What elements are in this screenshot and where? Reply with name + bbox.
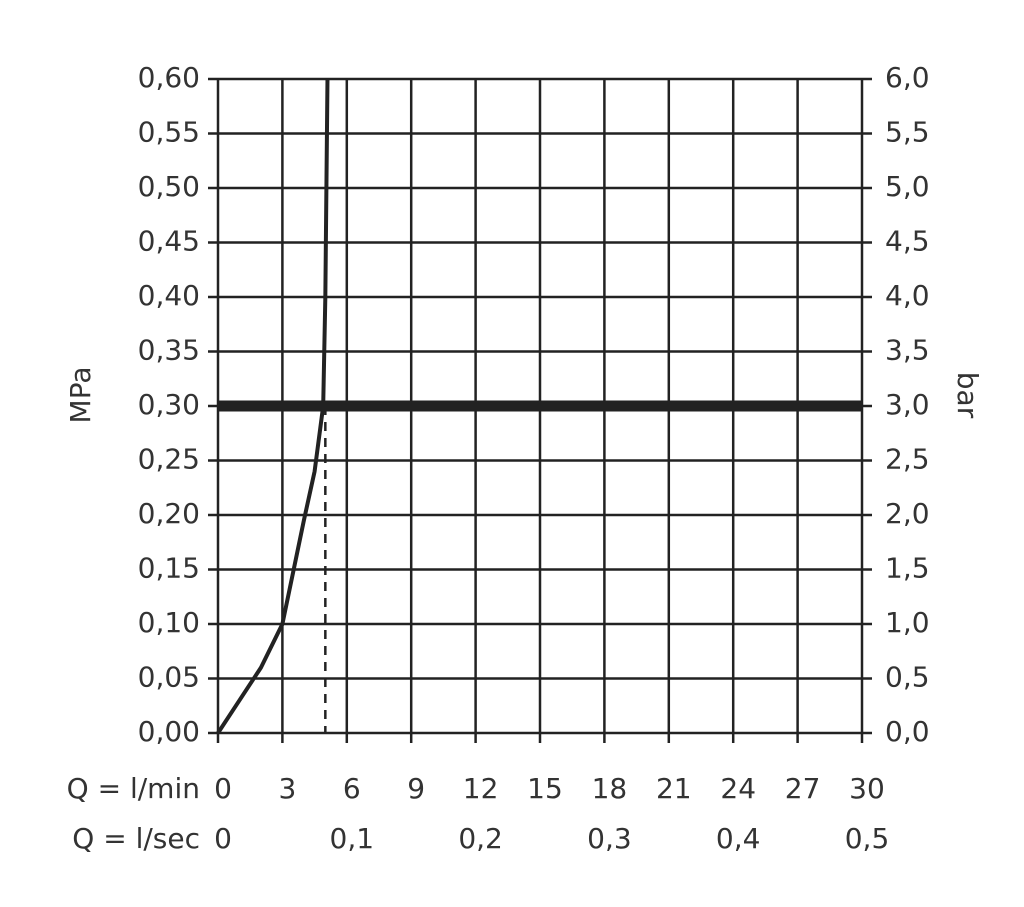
y-tick-label: 0,50 bbox=[138, 170, 200, 203]
x2-axis-label: Q = l/sec bbox=[72, 822, 200, 855]
x-tick-label: 0 bbox=[214, 772, 232, 805]
curve bbox=[216, 78, 330, 735]
y-tick-label: 0,20 bbox=[138, 497, 200, 530]
y-tick-label: 0,30 bbox=[138, 388, 200, 421]
x2-tick-label: 0,4 bbox=[716, 822, 761, 855]
y-tick-label: 0,15 bbox=[138, 552, 200, 585]
x-tick-label: 12 bbox=[463, 772, 499, 805]
x-tick-label: 15 bbox=[527, 772, 563, 805]
x-tick-label: 18 bbox=[592, 772, 628, 805]
y-tick-label: 0,55 bbox=[138, 116, 200, 149]
y2-tick-label: 5,5 bbox=[885, 116, 930, 149]
x2-tick-label: 0,3 bbox=[587, 822, 632, 855]
y-tick-label: 0,00 bbox=[138, 715, 200, 748]
y-tick-label: 0,25 bbox=[138, 443, 200, 476]
y2-tick-label: 4,0 bbox=[885, 279, 930, 312]
x2-tick-label: 0,2 bbox=[458, 822, 503, 855]
x-tick-label: 27 bbox=[785, 772, 821, 805]
y2-axis-label: bar bbox=[951, 372, 984, 419]
x-tick-label: 6 bbox=[343, 772, 361, 805]
y2-tick-label: 1,5 bbox=[885, 552, 930, 585]
y-tick-label: 0,05 bbox=[138, 661, 200, 694]
y2-tick-label: 0,5 bbox=[885, 661, 930, 694]
y2-tick-label: 0,0 bbox=[885, 715, 930, 748]
y-tick-label: 0,35 bbox=[138, 334, 200, 367]
y-tick-label: 0,60 bbox=[138, 61, 200, 94]
y-tick-label: 0,40 bbox=[138, 279, 200, 312]
y2-tick-label: 3,0 bbox=[885, 388, 930, 421]
y2-tick-label: 2,0 bbox=[885, 497, 930, 530]
y2-tick-label: 1,0 bbox=[885, 606, 930, 639]
y2-tick-label: 6,0 bbox=[885, 61, 930, 94]
y2-tick-label: 4,5 bbox=[885, 225, 930, 258]
x-tick-label: 24 bbox=[720, 772, 756, 805]
y-axis-label: MPa bbox=[64, 367, 97, 424]
y2-tick-label: 5,0 bbox=[885, 170, 930, 203]
x2-tick-label: 0,5 bbox=[845, 822, 890, 855]
x-tick-label: 30 bbox=[849, 772, 885, 805]
y-tick-label: 0,45 bbox=[138, 225, 200, 258]
x2-tick-label: 0,1 bbox=[330, 822, 375, 855]
x-tick-label: 9 bbox=[407, 772, 425, 805]
y2-tick-label: 2,5 bbox=[885, 443, 930, 476]
y2-tick-label: 3,5 bbox=[885, 334, 930, 367]
x2-tick-label: 0 bbox=[214, 822, 232, 855]
x-axis-label: Q = l/min bbox=[67, 772, 200, 805]
x-tick-label: 3 bbox=[278, 772, 296, 805]
x-tick-label: 21 bbox=[656, 772, 692, 805]
y-tick-label: 0,10 bbox=[138, 606, 200, 639]
